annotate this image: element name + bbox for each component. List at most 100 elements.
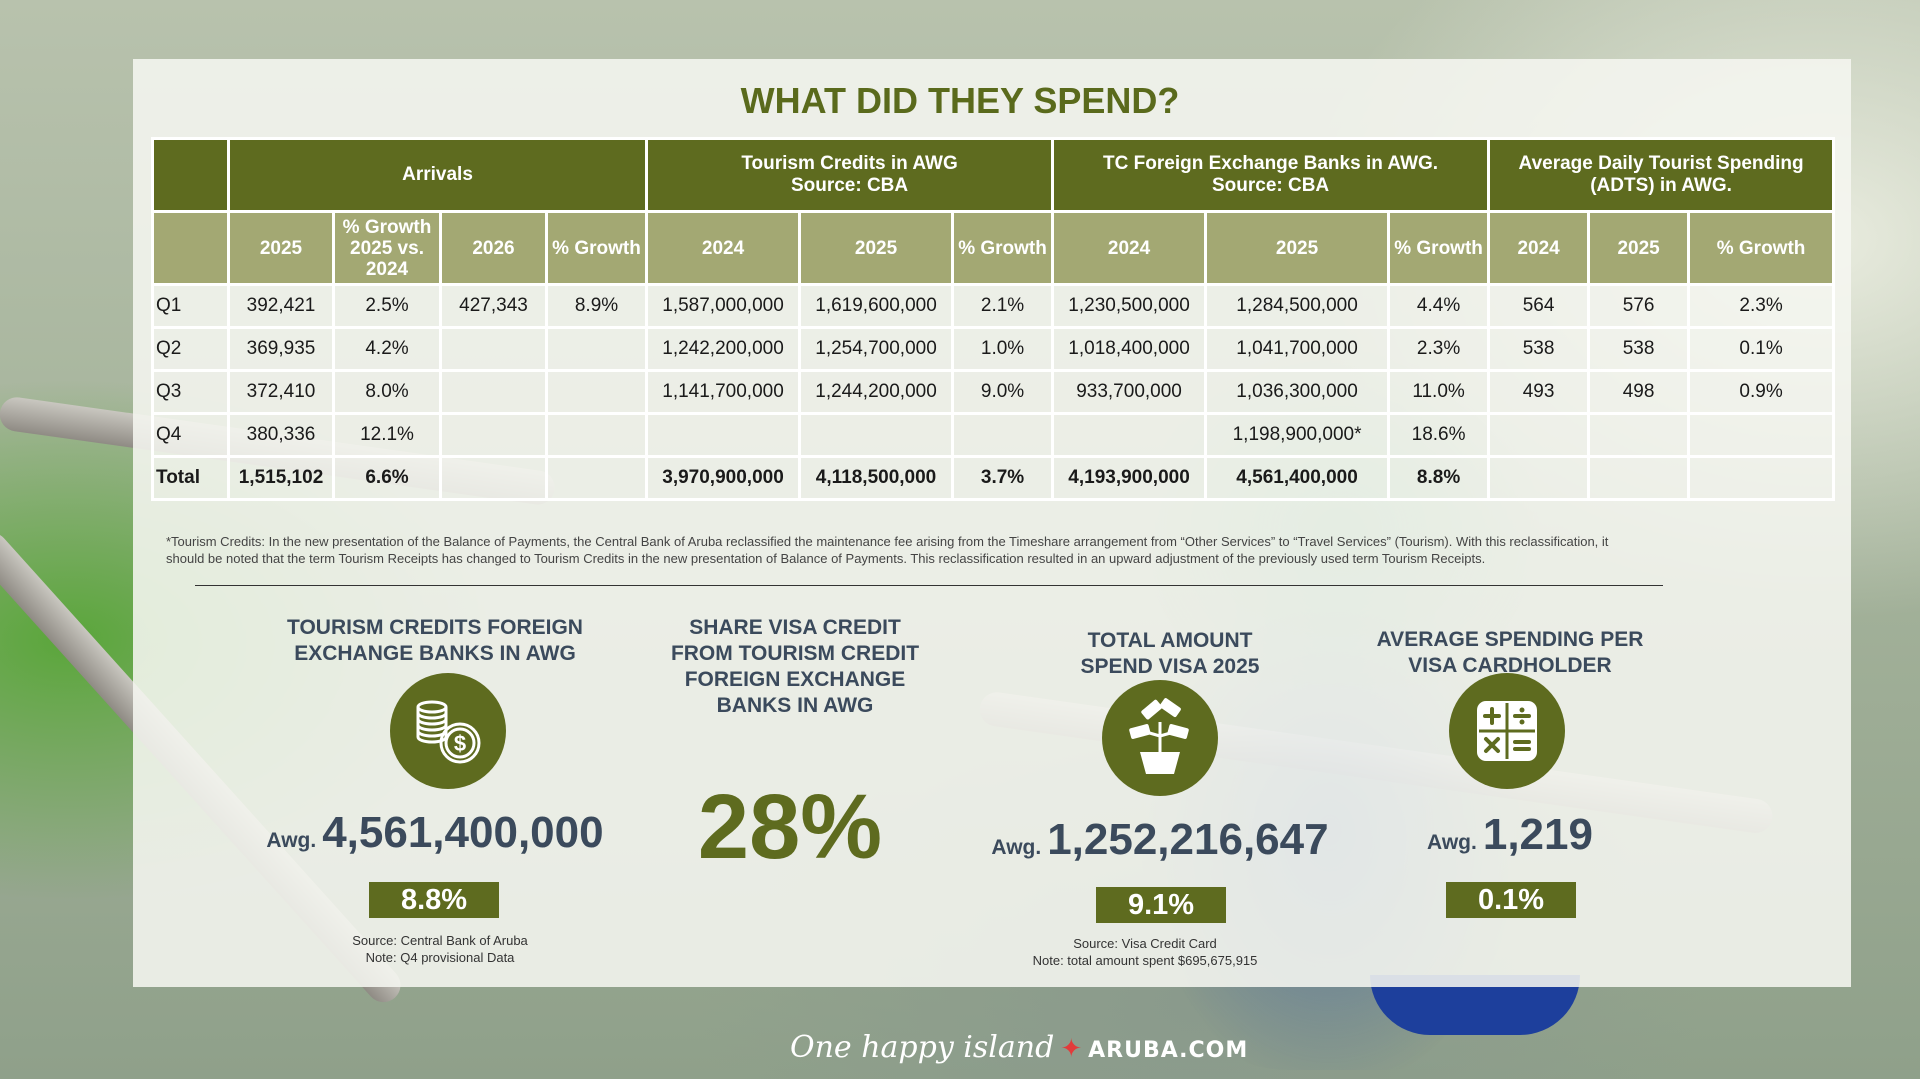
- col-arrivals-growth-line3: 2024: [365, 258, 409, 280]
- table-row-label: Q2: [151, 326, 230, 372]
- kpi-tc-fx-title-line1: TOURISM CREDITS FOREIGN: [287, 616, 583, 639]
- table-cell: 538: [1487, 326, 1591, 372]
- kpi-visa-total-value: Awg. 1,252,216,647: [960, 815, 1360, 865]
- table-cell: 4,193,900,000: [1051, 455, 1208, 501]
- kpi-visa-share-title-line3: FOREIGN EXCHANGE: [684, 668, 906, 691]
- table-cell: 1,515,102: [227, 455, 335, 501]
- table-cell: [951, 412, 1055, 458]
- table-cell: [645, 412, 802, 458]
- table-row-label: Q4: [151, 412, 230, 458]
- kpi-visa-share-title-line4: BANKS IN AWG: [716, 694, 874, 717]
- footnote-line-1: *Tourism Credits: In the new presentatio…: [166, 534, 1609, 549]
- table-row: Q3 372,410 8.0% 1,141,700,000 1,244,200,000 9…: [151, 369, 1836, 415]
- table-cell: [798, 412, 955, 458]
- table-cell: [1587, 412, 1691, 458]
- table-row-label: Q1: [151, 283, 230, 329]
- table-cell: 1,244,200,000: [798, 369, 955, 415]
- tc-fx-header: TC Foreign Exchange Banks in AWG. Source…: [1051, 137, 1491, 213]
- table-cell: 3.7%: [951, 455, 1055, 501]
- kpi-visa-total-source: Source: Visa Credit Card Note: total amo…: [1000, 935, 1290, 969]
- kpi-tc-fx-number: 4,561,400,000: [322, 808, 604, 857]
- table-cell: 427,343: [439, 283, 548, 329]
- kpi-tc-fx-badge: 8.8%: [369, 882, 499, 918]
- adts-header-label: Average Daily Tourist Spending: [1518, 153, 1804, 174]
- table-cell: 2.1%: [951, 283, 1055, 329]
- kpi-visa-total-source-line2: Note: total amount spent $695,675,915: [1032, 953, 1258, 968]
- table-cell: 933,700,000: [1051, 369, 1208, 415]
- table-cell: 369,935: [227, 326, 335, 372]
- table-cell: [439, 412, 548, 458]
- table-cell: [1587, 455, 1691, 501]
- kpi-visa-share-title-line1: SHARE VISA CREDIT: [689, 616, 901, 639]
- spending-table: Arrivals Tourism Credits in AWG Source: …: [151, 137, 1836, 501]
- table-cell: 1,198,900,000*: [1204, 412, 1391, 458]
- kpi-visa-avg-number: 1,219: [1482, 810, 1593, 859]
- kpi-tc-fx-title: TOURISM CREDITS FOREIGN EXCHANGE BANKS I…: [245, 615, 625, 667]
- col-adts-growth: % Growth: [1687, 210, 1836, 286]
- table-cell: 12.1%: [332, 412, 442, 458]
- table-cell: [544, 369, 649, 415]
- table-corner-cell: [151, 210, 230, 286]
- tourism-credits-header: Tourism Credits in AWG Source: CBA: [645, 137, 1055, 213]
- adts-header: Average Daily Tourist Spending (ADTS) in…: [1487, 137, 1836, 213]
- table-cell: [439, 369, 548, 415]
- table-cell: 493: [1487, 369, 1591, 415]
- table-cell: 1,619,600,000: [798, 283, 955, 329]
- col-fx-growth: % Growth: [1387, 210, 1491, 286]
- table-row: Q4 380,336 12.1% 1,198,900,000* 18.6%: [151, 412, 1836, 458]
- col-arrivals-2025: 2025: [227, 210, 335, 286]
- table-cell: 1,230,500,000: [1051, 283, 1208, 329]
- kpi-visa-avg-title: AVERAGE SPENDING PER VISA CARDHOLDER: [1350, 627, 1670, 679]
- table-cell: 564: [1487, 283, 1591, 329]
- calculator-icon: [1449, 673, 1565, 789]
- table-cell: [1487, 455, 1591, 501]
- table-cell: [1687, 455, 1836, 501]
- table-cell: [439, 326, 548, 372]
- tc-fx-header-source: Source: CBA: [1211, 175, 1330, 196]
- kpi-tc-fx-source: Source: Central Bank of Aruba Note: Q4 p…: [290, 932, 590, 966]
- tourism-credits-header-source: Source: CBA: [790, 175, 909, 196]
- table-cell: 498: [1587, 369, 1691, 415]
- kpi-visa-avg-value: Awg. 1,219: [1360, 810, 1660, 860]
- table-sub-header-row: 2025 % Growth 2025 vs. 2024 2026 % Growt…: [151, 210, 1836, 286]
- divider: [195, 585, 1663, 586]
- kpi-visa-total-badge: 9.1%: [1096, 887, 1226, 923]
- col-tc-2024: 2024: [645, 210, 802, 286]
- table-cell: 2.3%: [1687, 283, 1836, 329]
- kpi-visa-total-currency: Awg.: [991, 836, 1042, 859]
- kpi-tc-fx-title-line2: EXCHANGE BANKS IN AWG: [294, 642, 576, 665]
- table-cell: 576: [1587, 283, 1691, 329]
- table-cell: 372,410: [227, 369, 335, 415]
- kpi-visa-total-title-line1: TOTAL AMOUNT: [1087, 629, 1253, 652]
- kpi-visa-total-title-line2: SPEND VISA 2025: [1080, 655, 1260, 678]
- tourism-credits-header-label: Tourism Credits in AWG: [741, 153, 958, 174]
- kpi-tc-fx-value: Awg. 4,561,400,000: [240, 808, 630, 858]
- table-cell: 538: [1587, 326, 1691, 372]
- svg-text:$: $: [454, 731, 466, 756]
- col-tc-2025: 2025: [798, 210, 955, 286]
- table-cell: 1,254,700,000: [798, 326, 955, 372]
- table-cell: 9.0%: [951, 369, 1055, 415]
- table-row: Q1 392,421 2.5% 427,343 8.9% 1,587,000,000 1,6…: [151, 283, 1836, 329]
- table-cell: 3,970,900,000: [645, 455, 802, 501]
- kpi-visa-avg-title-line2: VISA CARDHOLDER: [1408, 654, 1612, 677]
- table-row: Total 1,515,102 6.6% 3,970,900,000 4,118,500…: [151, 455, 1836, 501]
- table-row-label: Q3: [151, 369, 230, 415]
- brand-tagline: One happy island: [790, 1030, 1055, 1065]
- col-arrivals-2026: 2026: [439, 210, 548, 286]
- col-arrivals-growth: % Growth 2025 vs. 2024: [332, 210, 442, 286]
- money-plant-icon: [1102, 680, 1218, 796]
- kpi-visa-total-title: TOTAL AMOUNT SPEND VISA 2025: [1010, 628, 1330, 680]
- table-corner-cell: [151, 137, 230, 213]
- kpi-visa-share-title: SHARE VISA CREDIT FROM TOURISM CREDIT FO…: [630, 615, 960, 719]
- table-cell: 4.2%: [332, 326, 442, 372]
- table-body: Q1 392,421 2.5% 427,343 8.9% 1,587,000,000 1,6…: [151, 283, 1836, 501]
- table-cell: [544, 455, 649, 501]
- kpi-visa-share-value: 28%: [697, 776, 883, 878]
- brand-domain: ARUBA.COM: [1088, 1038, 1249, 1063]
- brand-logo[interactable]: One happy island ✦ ARUBA.COM: [790, 1030, 1248, 1070]
- table-cell: [544, 326, 649, 372]
- kpi-visa-avg-currency: Awg.: [1427, 831, 1477, 854]
- col-arrivals-growth-line2: 2025 vs.: [350, 237, 424, 259]
- kpi-tc-fx-source-line1: Source: Central Bank of Aruba: [352, 933, 528, 948]
